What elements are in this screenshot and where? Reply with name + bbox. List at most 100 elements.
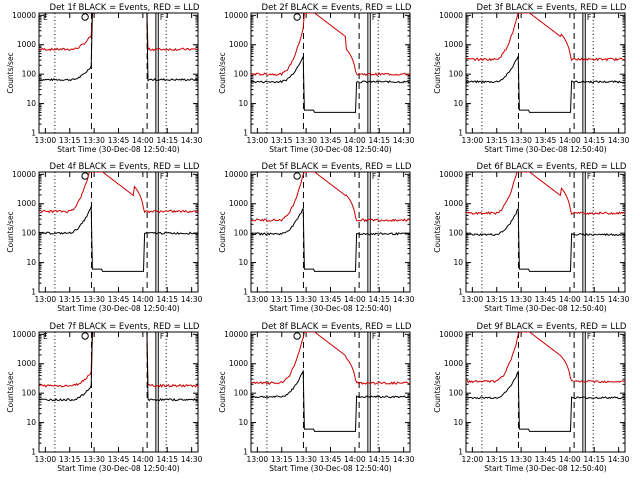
y-tick-label: 10000 [12,11,36,20]
series-events-line [39,332,198,402]
x-tick-label: 13:30 [295,136,317,145]
x-tick-label: 14:15 [368,136,390,145]
x-tick-label: 13:00 [462,295,484,304]
marker-f: F [587,332,591,341]
plot-frame [465,331,626,453]
detector-panel-2: Det 2f BLACK = Events, RED = LLD 1 10 100 10… [218,3,415,154]
y-axis-label: Counts/sec [218,211,227,252]
y-tick-label: 1000 [444,359,463,368]
x-tick-label: 13:30 [295,295,317,304]
x-axis-label: Start Time (30-Dec-08 12:50:40) [57,464,179,473]
y-tick-label: 10 [453,99,463,108]
series-lld-line [251,332,410,385]
x-tick-label: 14:15 [156,455,178,464]
x-tick-label: 14:00 [132,295,154,304]
y-tick-label: 1 [458,448,463,457]
x-tick-label: 14:30 [181,295,203,304]
x-tick-label: 13:30 [83,136,105,145]
x-tick-label: 12:00 [462,455,484,464]
plot-frame [38,331,199,453]
marker-f: F [160,13,164,22]
y-tick-label: 10000 [12,330,36,339]
x-tick-label: 14:00 [559,295,581,304]
series-events-line [251,56,410,113]
series-events-line [466,207,625,272]
y-tick-label: 10000 [12,170,36,179]
detector-panel-7: Det 7f BLACK = Events, RED = LLD 1 10 100 10… [6,322,203,473]
x-tick-label: 14:00 [344,295,366,304]
y-tick-label: 1 [458,288,463,297]
series-events-line [466,369,625,432]
series-lld-line [466,13,625,62]
x-tick-label: 13:45 [320,136,342,145]
x-tick-label: 14:00 [132,455,154,464]
y-tick-label: 10 [453,418,463,427]
y-tick-label: 100 [22,389,37,398]
series-lld-line [39,172,198,214]
marker-s [81,13,89,21]
x-tick-label: 14:00 [132,136,154,145]
x-tick-label: 14:15 [368,455,390,464]
y-tick-label: 10 [26,99,36,108]
series-lld-line [466,332,625,384]
y-tick-label: 1000 [229,199,248,208]
x-tick-label: 13:00 [35,295,57,304]
y-tick-label: 1000 [444,199,463,208]
detector-panel-3: Det 3f BLACK = Events, RED = LLD 1 10 100 10… [433,3,630,154]
x-tick-label: 13:15 [59,295,81,304]
marker-s [81,332,89,340]
x-tick-label: 13:45 [108,295,130,304]
x-tick-label: 14:30 [393,295,415,304]
y-tick-label: 10 [238,418,248,427]
y-tick-label: 1000 [17,199,36,208]
x-tick-label: 14:00 [344,136,366,145]
series-lld-line [251,13,410,77]
plot-frame [465,171,626,293]
marker-f: F [587,13,591,22]
y-axis-label: Counts/sec [6,371,15,412]
x-tick-label: 14:15 [583,136,605,145]
y-tick-label: 10 [453,258,463,267]
x-tick-label: 14:30 [608,136,630,145]
x-tick-label: 14:00 [344,455,366,464]
y-tick-label: 1000 [17,359,36,368]
panel-title: Det 2f BLACK = Events, RED = LLD [262,3,412,13]
panel-title: Det 6f BLACK = Events, RED = LLD [477,162,627,172]
y-axis-label: Counts/sec [6,211,15,252]
y-tick-label: 10000 [224,11,248,20]
series-events-line [251,369,410,432]
panel-title: Det 9f BLACK = Events, RED = LLD [477,322,627,332]
marker-s [293,13,301,21]
x-tick-label: 14:30 [393,455,415,464]
x-tick-label: 13:00 [247,136,269,145]
detector-panel-1: Det 1f BLACK = Events, RED = LLD 1 10 100 10… [6,3,203,154]
marker-f: F [160,332,164,341]
y-tick-label: 10000 [439,330,463,339]
x-axis-label: Start Time (30-Dec-08 12:50:40) [484,464,606,473]
x-tick-label: 14:00 [559,455,581,464]
marker-f: F [587,172,591,181]
y-tick-label: 1 [243,129,248,138]
plot-frame [38,171,199,293]
y-tick-label: 100 [449,229,464,238]
x-tick-label: 13:45 [108,136,130,145]
x-axis-label: Start Time (30-Dec-08 12:50:40) [484,145,606,154]
y-tick-label: 10000 [224,330,248,339]
x-axis-label: Start Time (30-Dec-08 12:50:40) [269,304,391,313]
y-axis-label: Counts/sec [433,52,442,93]
y-tick-label: 100 [449,389,464,398]
marker-e: E [43,332,48,341]
panel-title: Det 4f BLACK = Events, RED = LLD [50,162,200,172]
panel-title: Det 7f BLACK = Events, RED = LLD [50,322,200,332]
y-tick-label: 100 [449,70,464,79]
x-tick-label: 13:30 [295,455,317,464]
x-tick-label: 13:45 [108,455,130,464]
series-lld-line [466,172,625,216]
y-tick-label: 1000 [444,40,463,49]
x-tick-label: 13:15 [59,455,81,464]
x-tick-label: 13:30 [83,455,105,464]
x-tick-label: 13:00 [247,455,269,464]
detector-panel-4: Det 4f BLACK = Events, RED = LLD 1 10 100 10… [6,162,203,313]
y-axis-label: Counts/sec [433,371,442,412]
x-tick-label: 14:00 [559,136,581,145]
